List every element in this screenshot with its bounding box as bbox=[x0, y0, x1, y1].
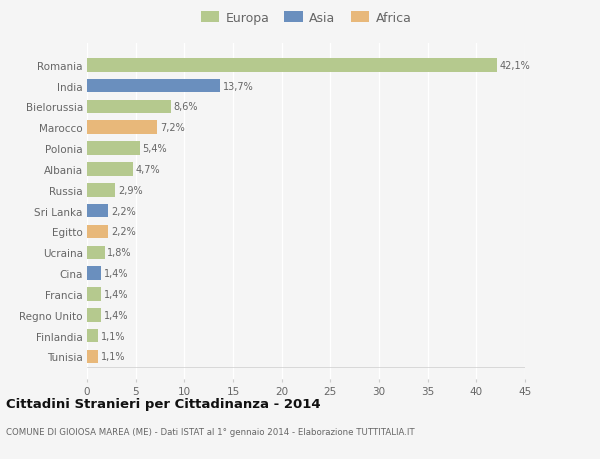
Bar bbox=[87, 142, 140, 156]
Bar bbox=[87, 308, 101, 322]
Text: 8,6%: 8,6% bbox=[173, 102, 198, 112]
Text: 7,2%: 7,2% bbox=[160, 123, 185, 133]
Text: Cittadini Stranieri per Cittadinanza - 2014: Cittadini Stranieri per Cittadinanza - 2… bbox=[6, 397, 320, 410]
Bar bbox=[87, 246, 104, 259]
Bar bbox=[87, 350, 98, 364]
Text: 42,1%: 42,1% bbox=[500, 61, 530, 71]
Bar bbox=[87, 267, 101, 280]
Bar bbox=[87, 101, 171, 114]
Text: 1,4%: 1,4% bbox=[104, 269, 128, 279]
Bar bbox=[87, 184, 115, 197]
Text: 5,4%: 5,4% bbox=[142, 144, 167, 154]
Text: 2,9%: 2,9% bbox=[118, 185, 143, 196]
Bar bbox=[87, 329, 98, 343]
Text: 1,1%: 1,1% bbox=[101, 352, 125, 362]
Text: 1,1%: 1,1% bbox=[101, 331, 125, 341]
Text: 13,7%: 13,7% bbox=[223, 81, 254, 91]
Text: 1,4%: 1,4% bbox=[104, 310, 128, 320]
Bar bbox=[87, 287, 101, 301]
Bar bbox=[87, 79, 220, 93]
Text: 1,4%: 1,4% bbox=[104, 289, 128, 299]
Text: 2,2%: 2,2% bbox=[112, 227, 136, 237]
Bar bbox=[87, 163, 133, 176]
Legend: Europa, Asia, Africa: Europa, Asia, Africa bbox=[198, 9, 414, 28]
Bar bbox=[87, 225, 109, 239]
Bar bbox=[87, 204, 109, 218]
Text: 2,2%: 2,2% bbox=[112, 206, 136, 216]
Text: COMUNE DI GIOIOSA MAREA (ME) - Dati ISTAT al 1° gennaio 2014 - Elaborazione TUTT: COMUNE DI GIOIOSA MAREA (ME) - Dati ISTA… bbox=[6, 427, 415, 436]
Text: 1,8%: 1,8% bbox=[107, 248, 132, 257]
Text: 4,7%: 4,7% bbox=[136, 165, 160, 174]
Bar bbox=[87, 121, 157, 135]
Bar bbox=[87, 59, 497, 73]
